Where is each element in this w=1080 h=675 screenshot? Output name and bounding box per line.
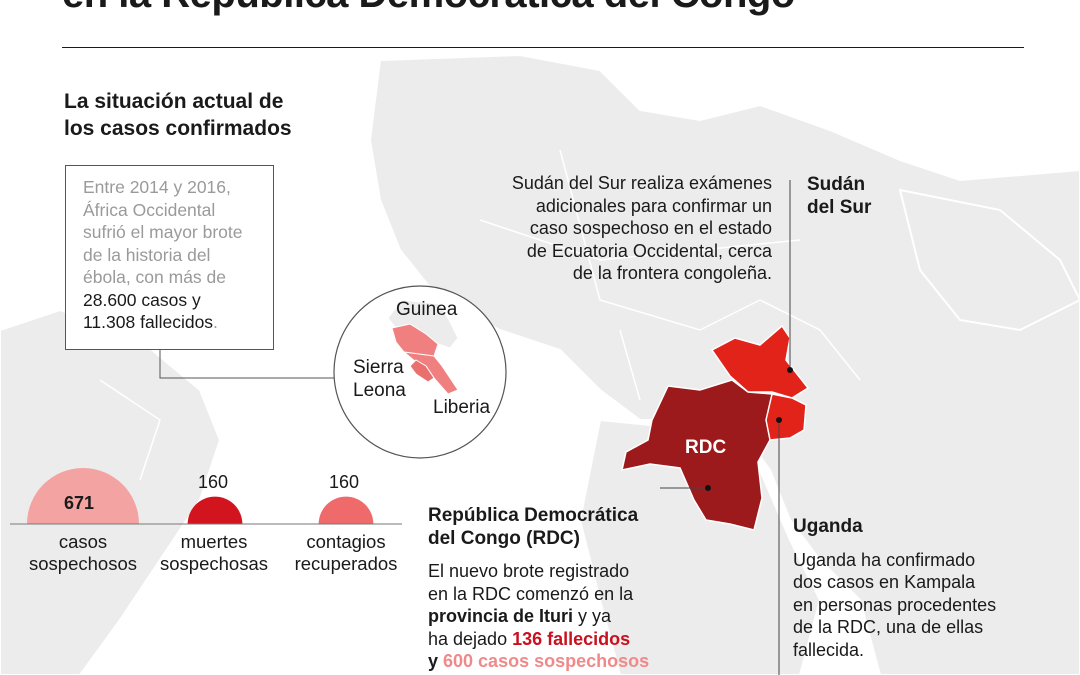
label-liberia: Liberia	[433, 397, 491, 418]
west-africa-inset-map	[333, 285, 507, 459]
note-line: de la historia del	[83, 244, 211, 265]
note-line: 11.308 fallecidos	[83, 312, 214, 332]
stat-label-line: muertes	[180, 531, 248, 552]
rdc-annotation: República Democrática del Congo (RDC) El…	[428, 505, 728, 673]
text-line: adicionales para confirmar un	[535, 195, 772, 216]
rdc-shape	[621, 379, 773, 531]
note-period: .	[213, 312, 218, 332]
text-fragment: ha dejado	[428, 628, 513, 649]
note-line: sufrió el mayor brote	[83, 222, 243, 242]
label-guinea: Guinea	[396, 299, 458, 320]
note-line: África Occidental	[83, 199, 216, 220]
text-line: dos casos en Kampala	[793, 572, 976, 592]
highlight-deaths: 136 fallecidos	[512, 628, 631, 649]
stat-label-suspected-cases: casos sospechosos	[8, 531, 158, 575]
text-fragment: y ya	[573, 606, 612, 626]
text-line: de la frontera congoleña.	[572, 263, 772, 283]
title-divider	[62, 47, 1024, 48]
map-label-rdc: RDC	[685, 437, 727, 458]
text-line: en personas procedentes	[793, 594, 997, 615]
text-line: Sudán del Sur realiza exámenes	[511, 173, 772, 193]
stat-label-line: sospechosos	[29, 553, 137, 574]
highlight-suspected-cases: 600 casos sospechosos	[443, 651, 650, 671]
stat-label-line: casos	[58, 531, 108, 552]
text-line: de Ecuatoria Occidental, cerca	[526, 240, 772, 261]
stat-label-line: sospechosas	[160, 553, 268, 574]
stat-value-recovered: 160	[329, 472, 360, 492]
semicircle-suspected-deaths	[187, 496, 243, 524]
south-sudan-text: Sudán del Sur realiza exámenes adicional…	[470, 172, 772, 285]
page-title: en la República Democrática del Congo	[62, 0, 795, 17]
uganda-annotation: Uganda Uganda ha confirmado dos casos en…	[793, 516, 1033, 661]
label-sierra: Sierra	[353, 357, 404, 378]
rdc-heading-line: República Democrática	[428, 505, 639, 526]
stat-label-line: contagios	[306, 531, 386, 552]
stat-value-suspected-deaths: 160	[198, 472, 229, 492]
west-africa-note: Entre 2014 y 2016, África Occidental suf…	[65, 165, 274, 350]
text-line: en la RDC comenzó en la	[428, 583, 634, 604]
heading-line: Sudán	[807, 174, 866, 195]
subtitle-line: los casos confirmados	[64, 117, 292, 140]
text-line: fallecida.	[793, 639, 865, 660]
note-line: Entre 2014 y 2016,	[83, 177, 231, 197]
rdc-heading-line: del Congo (RDC)	[428, 527, 580, 549]
uganda-heading: Uganda	[793, 516, 863, 537]
subtitle-line: La situación actual de	[64, 90, 284, 113]
text-line: Uganda ha confirmado	[793, 549, 976, 570]
text-line: El nuevo brote registrado	[428, 561, 630, 581]
highlight-ituri: provincia de Ituri	[428, 606, 574, 626]
section-subtitle: La situación actual de los casos confirm…	[64, 88, 344, 142]
text-fragment: y	[428, 651, 444, 671]
note-line: 28.600 casos y	[83, 289, 201, 310]
semicircle-recovered	[318, 496, 374, 524]
stat-label-suspected-deaths: muertes sospechosas	[139, 531, 289, 575]
stat-label-recovered: contagios recuperados	[271, 531, 421, 575]
note-line: ébola, con más de	[83, 267, 227, 287]
text-line: de la RDC, una de ellas	[793, 617, 984, 637]
stat-label-line: recuperados	[294, 553, 398, 574]
semicircle-suspected-cases	[27, 468, 139, 524]
stat-value-suspected-cases: 671	[64, 493, 95, 513]
south-sudan-heading: Sudán del Sur	[807, 174, 871, 219]
heading-line: del Sur	[807, 196, 872, 218]
label-leona: Leona	[353, 380, 406, 401]
text-line: caso sospechoso en el estado	[529, 218, 772, 238]
